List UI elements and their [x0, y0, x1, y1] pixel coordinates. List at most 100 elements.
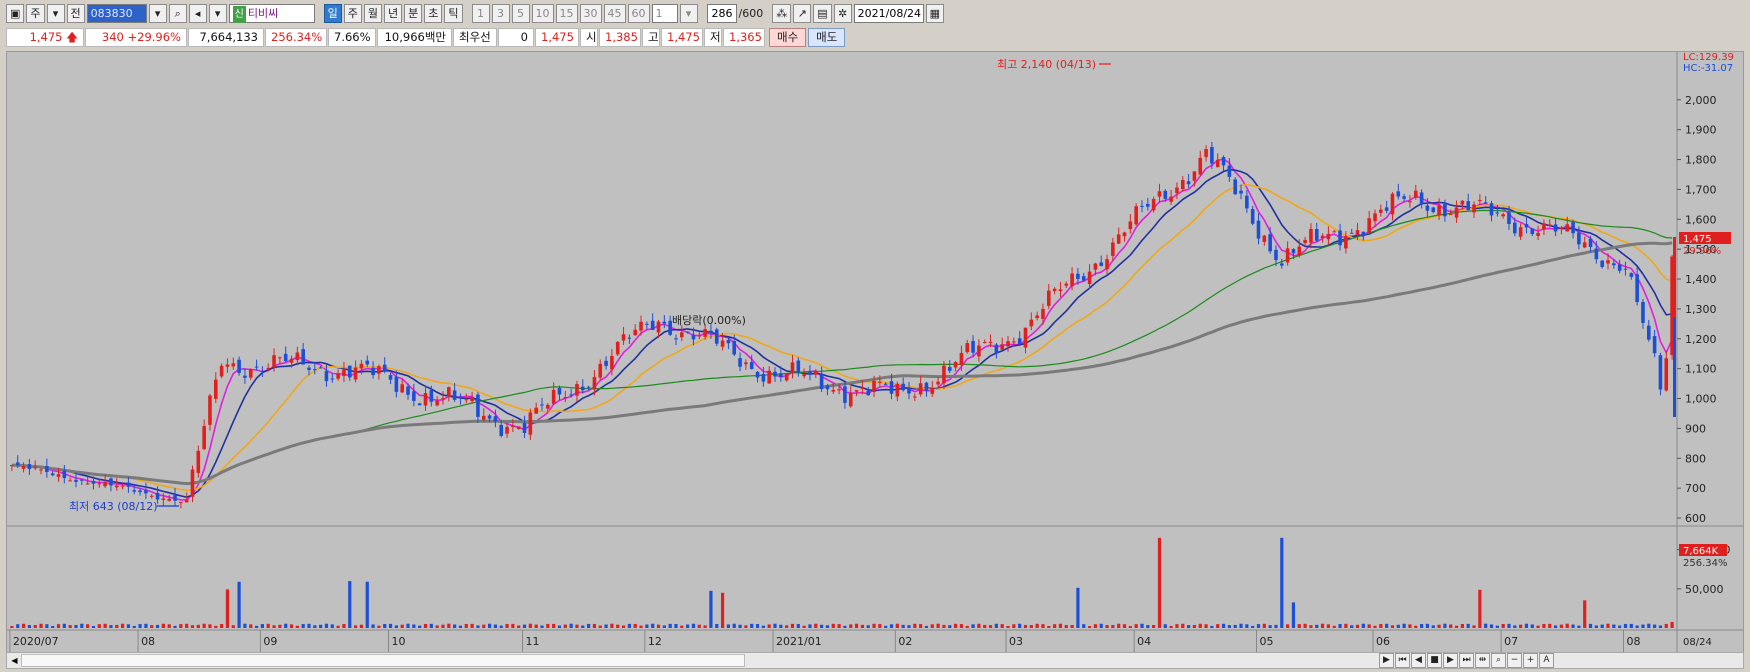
- candle-body: [330, 378, 335, 380]
- dropdown-icon[interactable]: ▾: [46, 3, 65, 23]
- zoom-in-icon[interactable]: +: [1523, 653, 1538, 668]
- chart-scrollbar[interactable]: ◀ ▶ ⏮ ◀ ■ ▶ ⏭ ⇹ ⌕ − + A: [6, 652, 1744, 669]
- candle-body: [458, 396, 463, 399]
- period-week-button[interactable]: 주: [343, 3, 362, 23]
- candle-body: [1419, 192, 1424, 205]
- interval-5-button[interactable]: 5: [511, 3, 530, 23]
- font-size-icon[interactable]: A: [1539, 653, 1554, 668]
- volume-bar: [487, 623, 492, 628]
- volume-bar: [1588, 623, 1593, 628]
- interval-1-button[interactable]: 1: [471, 3, 490, 23]
- code-dropdown-icon[interactable]: ▾: [148, 3, 167, 23]
- stop-icon[interactable]: ■: [1427, 653, 1442, 668]
- volume-bar: [1274, 624, 1278, 628]
- volume-bar: [1204, 624, 1208, 628]
- volume-bar: [1111, 625, 1115, 628]
- volume-bar: [1018, 623, 1022, 628]
- period-minute-button[interactable]: 분: [404, 3, 423, 23]
- volume-bar: [208, 624, 212, 628]
- stock-code-input[interactable]: 083830: [86, 3, 147, 23]
- best-quote-qty: 0: [498, 28, 534, 47]
- trade-amount: 10,966백만: [377, 28, 452, 47]
- candle-body: [196, 450, 201, 473]
- price-chart[interactable]: 2,000 1,900 1,800 1,700 1,600 1,500 1,400 1,300…: [6, 51, 1744, 653]
- first-icon[interactable]: ⏮: [1395, 653, 1410, 668]
- scroll-right-icon[interactable]: ▶: [1379, 653, 1394, 668]
- period-tick-button[interactable]: 틱: [444, 3, 463, 23]
- candle-body: [423, 392, 428, 406]
- interval-60-button[interactable]: 60: [627, 3, 650, 23]
- volume-bar: [1367, 624, 1371, 628]
- volume-bar: [214, 625, 218, 628]
- gear-icon[interactable]: ✲: [833, 3, 852, 23]
- next-icon[interactable]: ▶: [1443, 653, 1458, 668]
- volume-bar: [1000, 624, 1004, 628]
- sell-button[interactable]: 매도: [808, 28, 846, 47]
- candle-body: [1023, 327, 1028, 348]
- buy-button[interactable]: 매수: [769, 28, 807, 47]
- interval-45-button[interactable]: 45: [603, 3, 626, 23]
- volume-bar: [1653, 624, 1657, 628]
- candle-body: [848, 393, 853, 407]
- candle-body: [1029, 319, 1034, 327]
- candle-body: [1594, 248, 1599, 260]
- zoom-out-icon[interactable]: −: [1507, 653, 1522, 668]
- candle-body: [1670, 256, 1674, 356]
- period-year-button[interactable]: 년: [384, 3, 403, 23]
- candle-body: [1478, 199, 1482, 201]
- draw-tool-icon[interactable]: ↗: [793, 3, 812, 23]
- candle-body: [1606, 260, 1610, 264]
- zoom-search-icon[interactable]: ⌕: [1491, 653, 1506, 668]
- bar-count-input[interactable]: 286: [706, 3, 737, 23]
- volume-bar: [656, 624, 661, 628]
- candle-body: [365, 360, 370, 365]
- candle-body: [1128, 221, 1133, 230]
- interval-15-button[interactable]: 15: [555, 3, 578, 23]
- range-icon[interactable]: ⇹: [1475, 653, 1490, 668]
- chart-canvas[interactable]: 2,000 1,900 1,800 1,700 1,600 1,500 1,400 1,300…: [7, 52, 1743, 652]
- candle-body: [924, 382, 929, 391]
- interval-3-button[interactable]: 3: [491, 3, 510, 23]
- volume-bar: [1320, 623, 1325, 628]
- candle-body: [1198, 157, 1203, 175]
- candle-body: [813, 371, 818, 375]
- calendar-icon[interactable]: ▦: [925, 3, 945, 23]
- all-market-button[interactable]: 전: [66, 3, 85, 23]
- period-day-button[interactable]: 일: [323, 3, 342, 23]
- candle-body: [732, 341, 737, 355]
- interval-10-button[interactable]: 10: [531, 3, 554, 23]
- interval-30-button[interactable]: 30: [579, 3, 602, 23]
- save-icon[interactable]: ▤: [813, 3, 832, 23]
- volume-bar: [540, 625, 544, 628]
- speaker-icon[interactable]: ◂: [188, 3, 207, 23]
- volume-bar: [196, 624, 200, 628]
- ma-line-ma120: [11, 241, 1673, 486]
- scroll-left-icon[interactable]: ◀: [11, 656, 18, 665]
- candle-body: [429, 390, 434, 402]
- search-icon[interactable]: ⌕: [168, 3, 187, 23]
- period-second-button[interactable]: 초: [424, 3, 443, 23]
- volume-bar: [68, 625, 72, 628]
- layout-icon[interactable]: ▣: [6, 3, 25, 23]
- interval-dropdown-icon[interactable]: ▾: [679, 3, 698, 23]
- candle-body: [400, 384, 404, 393]
- market-select[interactable]: 주: [26, 3, 45, 23]
- date-input[interactable]: 2021/08/24: [853, 3, 924, 23]
- volume-bar: [295, 625, 299, 628]
- prev-icon[interactable]: ◀: [1411, 653, 1426, 668]
- candle-body: [1646, 325, 1651, 340]
- volume-bar: [930, 624, 934, 628]
- ma-line-ma10: [11, 168, 1673, 499]
- candle-body: [1582, 242, 1587, 248]
- candle-body: [1390, 193, 1395, 215]
- speaker-dropdown-icon[interactable]: ▾: [208, 3, 227, 23]
- period-month-button[interactable]: 월: [363, 3, 383, 23]
- candle-body: [685, 331, 690, 333]
- last-icon[interactable]: ⏭: [1459, 653, 1474, 668]
- interval-input[interactable]: 1: [651, 3, 678, 23]
- candle-body: [761, 373, 766, 382]
- volume-bar: [1355, 624, 1360, 628]
- candle-body: [1361, 231, 1366, 236]
- scroll-thumb[interactable]: [21, 654, 745, 667]
- indicator-icon[interactable]: ⁂: [772, 3, 792, 23]
